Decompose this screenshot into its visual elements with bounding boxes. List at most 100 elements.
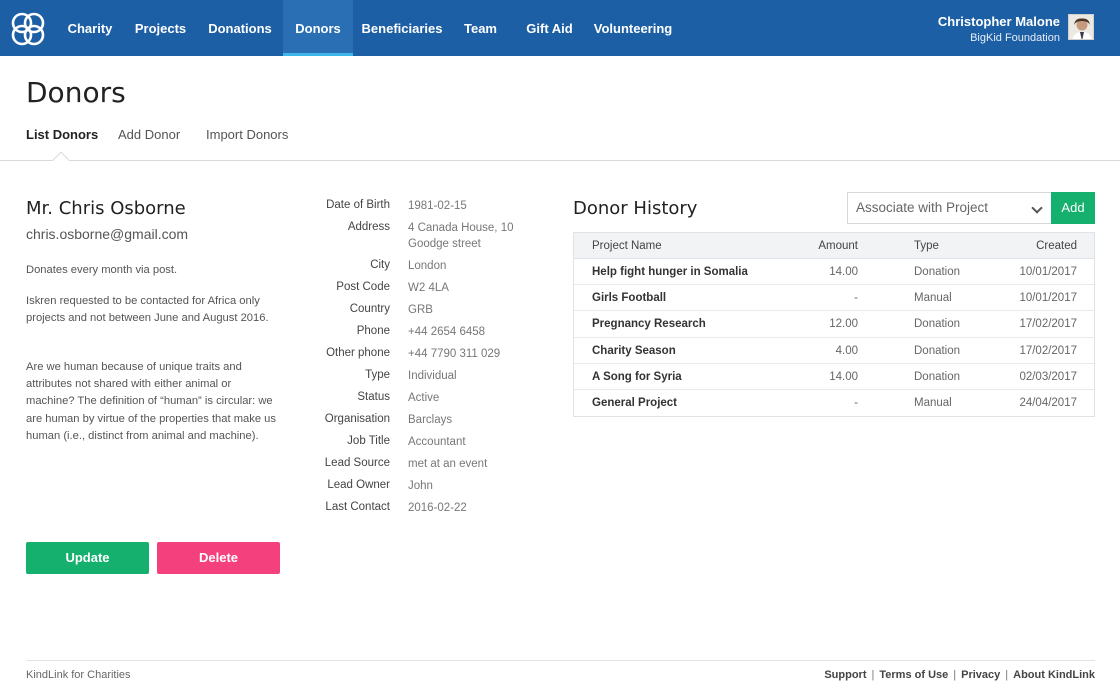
created-cell: 17/02/2017 <box>1019 344 1077 357</box>
associate-project-select-value: Associate with Project <box>856 200 989 215</box>
amount-cell: - <box>854 292 858 305</box>
detail-value: London <box>408 260 447 272</box>
kindlink-logo-icon[interactable] <box>10 11 46 47</box>
page-title: Donors <box>26 76 126 109</box>
tab-list-donors[interactable]: List Donors <box>26 127 99 142</box>
nav-item-beneficiaries[interactable]: Beneficiaries <box>361 21 443 36</box>
project-name-cell[interactable]: Help fight hunger in Somalia <box>592 266 748 278</box>
avatar[interactable] <box>1068 14 1094 40</box>
detail-value: 1981-02-15 <box>408 200 467 212</box>
detail-label: Other phone <box>326 347 390 359</box>
created-cell: 17/02/2017 <box>1019 318 1077 331</box>
detail-label: Job Title <box>347 435 390 447</box>
detail-value: Barclays <box>408 414 453 426</box>
donor-email[interactable]: chris.osborne@gmail.com <box>26 226 189 242</box>
nav-item-projects[interactable]: Projects <box>134 21 187 36</box>
footer-link-terms[interactable]: Terms of Use <box>879 669 949 681</box>
table-row[interactable]: Girls Football - Manual 10/01/2017 <box>574 285 1094 312</box>
footer-link-about[interactable]: About KindLink <box>1013 669 1095 681</box>
detail-value: 2016-02-22 <box>408 502 467 514</box>
donor-note: Iskren requested to be contacted for Afr… <box>26 295 269 325</box>
created-cell: 24/04/2017 <box>1019 396 1077 409</box>
nav-item-volunteering[interactable]: Volunteering <box>593 21 673 36</box>
detail-value: 4 Canada House, 10 Goodge street <box>408 222 514 250</box>
detail-value: John <box>408 480 433 492</box>
type-cell: Manual <box>914 292 952 305</box>
nav-item-donations[interactable]: Donations <box>208 21 272 36</box>
type-cell: Manual <box>914 396 952 409</box>
column-header-type[interactable]: Type <box>914 240 939 252</box>
active-tab-caret <box>52 151 70 169</box>
detail-label: Lead Owner <box>327 479 390 491</box>
nav-item-donors[interactable]: Donors <box>283 0 353 56</box>
donor-name: Mr. Chris Osborne <box>26 198 186 219</box>
chevron-down-icon <box>1031 202 1043 214</box>
table-row[interactable]: A Song for Syria 14.00 Donation 02/03/20… <box>574 364 1094 390</box>
nav-item-gift-aid[interactable]: Gift Aid <box>526 21 573 36</box>
column-header-amount[interactable]: Amount <box>818 240 858 252</box>
detail-label: Address <box>347 221 390 233</box>
project-name-cell[interactable]: General Project <box>592 396 678 409</box>
detail-value: Accountant <box>408 436 466 448</box>
footer-links: Support | Terms of Use | Privacy | About KindL… <box>824 669 1095 681</box>
created-cell: 10/01/2017 <box>1019 292 1077 305</box>
user-name[interactable]: Christopher Malone <box>937 14 1060 29</box>
column-header-project-name[interactable]: Project Name <box>592 240 662 252</box>
amount-cell: 14.00 <box>829 266 858 278</box>
user-organisation: BigKid Foundation <box>970 32 1060 44</box>
amount-cell: 12.00 <box>829 318 858 331</box>
created-cell: 02/03/2017 <box>1019 370 1077 383</box>
user-avatar-icon <box>1069 15 1093 39</box>
footer-separator: | <box>953 669 957 681</box>
table-row[interactable]: Help fight hunger in Somalia 14.00 Donat… <box>574 259 1094 286</box>
donor-note: Are we human because of unique traits an… <box>26 361 276 442</box>
tab-import-donors[interactable]: Import Donors <box>206 127 289 142</box>
detail-label: Post Code <box>336 281 390 293</box>
type-cell: Donation <box>914 266 961 278</box>
table-header: Project Name Amount Type Created <box>574 233 1094 259</box>
detail-value: Active <box>408 392 440 404</box>
add-button[interactable]: Add <box>1051 192 1095 224</box>
detail-label: Phone <box>356 325 390 337</box>
detail-label: Organisation <box>324 413 390 425</box>
detail-label: Date of Birth <box>326 199 390 211</box>
detail-value: met at an event <box>408 458 488 470</box>
amount-cell: 14.00 <box>829 370 858 383</box>
footer-separator: | <box>871 669 875 681</box>
footer-link-privacy[interactable]: Privacy <box>961 669 1001 681</box>
nav-item-team[interactable]: Team <box>464 21 497 36</box>
detail-label: Country <box>349 303 390 315</box>
detail-value: +44 2654 6458 <box>408 326 486 338</box>
project-name-cell[interactable]: Pregnancy Research <box>592 318 706 331</box>
project-name-cell[interactable]: A Song for Syria <box>592 370 682 383</box>
delete-button[interactable]: Delete <box>157 542 280 574</box>
table-row[interactable]: Charity Season 4.00 Donation 17/02/2017 <box>574 338 1094 364</box>
detail-label: Lead Source <box>324 457 390 469</box>
donor-history-title: Donor History <box>573 198 698 219</box>
update-button[interactable]: Update <box>26 542 149 574</box>
detail-label: Last Contact <box>325 501 390 513</box>
table-row[interactable]: General Project - Manual 24/04/2017 <box>574 390 1094 416</box>
project-name-cell[interactable]: Charity Season <box>592 344 676 357</box>
type-cell: Donation <box>914 318 961 331</box>
column-header-created[interactable]: Created <box>1036 240 1077 252</box>
subnav-divider <box>0 160 1120 161</box>
type-cell: Donation <box>914 370 961 383</box>
footer-divider <box>26 660 1095 661</box>
footer-link-support[interactable]: Support <box>824 669 867 681</box>
detail-label: Status <box>357 391 390 403</box>
donor-history-table: Project Name Amount Type Created Help fi… <box>573 232 1095 418</box>
project-name-cell[interactable]: Girls Football <box>592 292 667 305</box>
table-row[interactable]: Pregnancy Research 12.00 Donation 17/02/… <box>574 311 1094 338</box>
associate-project-select[interactable]: Associate with Project <box>847 192 1051 224</box>
detail-label: City <box>370 259 390 271</box>
detail-value: +44 7790 311 029 <box>408 348 501 360</box>
type-cell: Donation <box>914 344 961 357</box>
amount-cell: 4.00 <box>835 344 858 357</box>
amount-cell: - <box>854 396 858 409</box>
nav-item-charity[interactable]: Charity <box>67 21 113 36</box>
detail-value: W2 4LA <box>408 282 449 294</box>
top-navbar: Charity Projects Donations Donors Benefi… <box>0 0 1120 56</box>
tab-add-donor[interactable]: Add Donor <box>118 127 181 142</box>
donor-note: Donates every month via post. <box>26 264 178 276</box>
